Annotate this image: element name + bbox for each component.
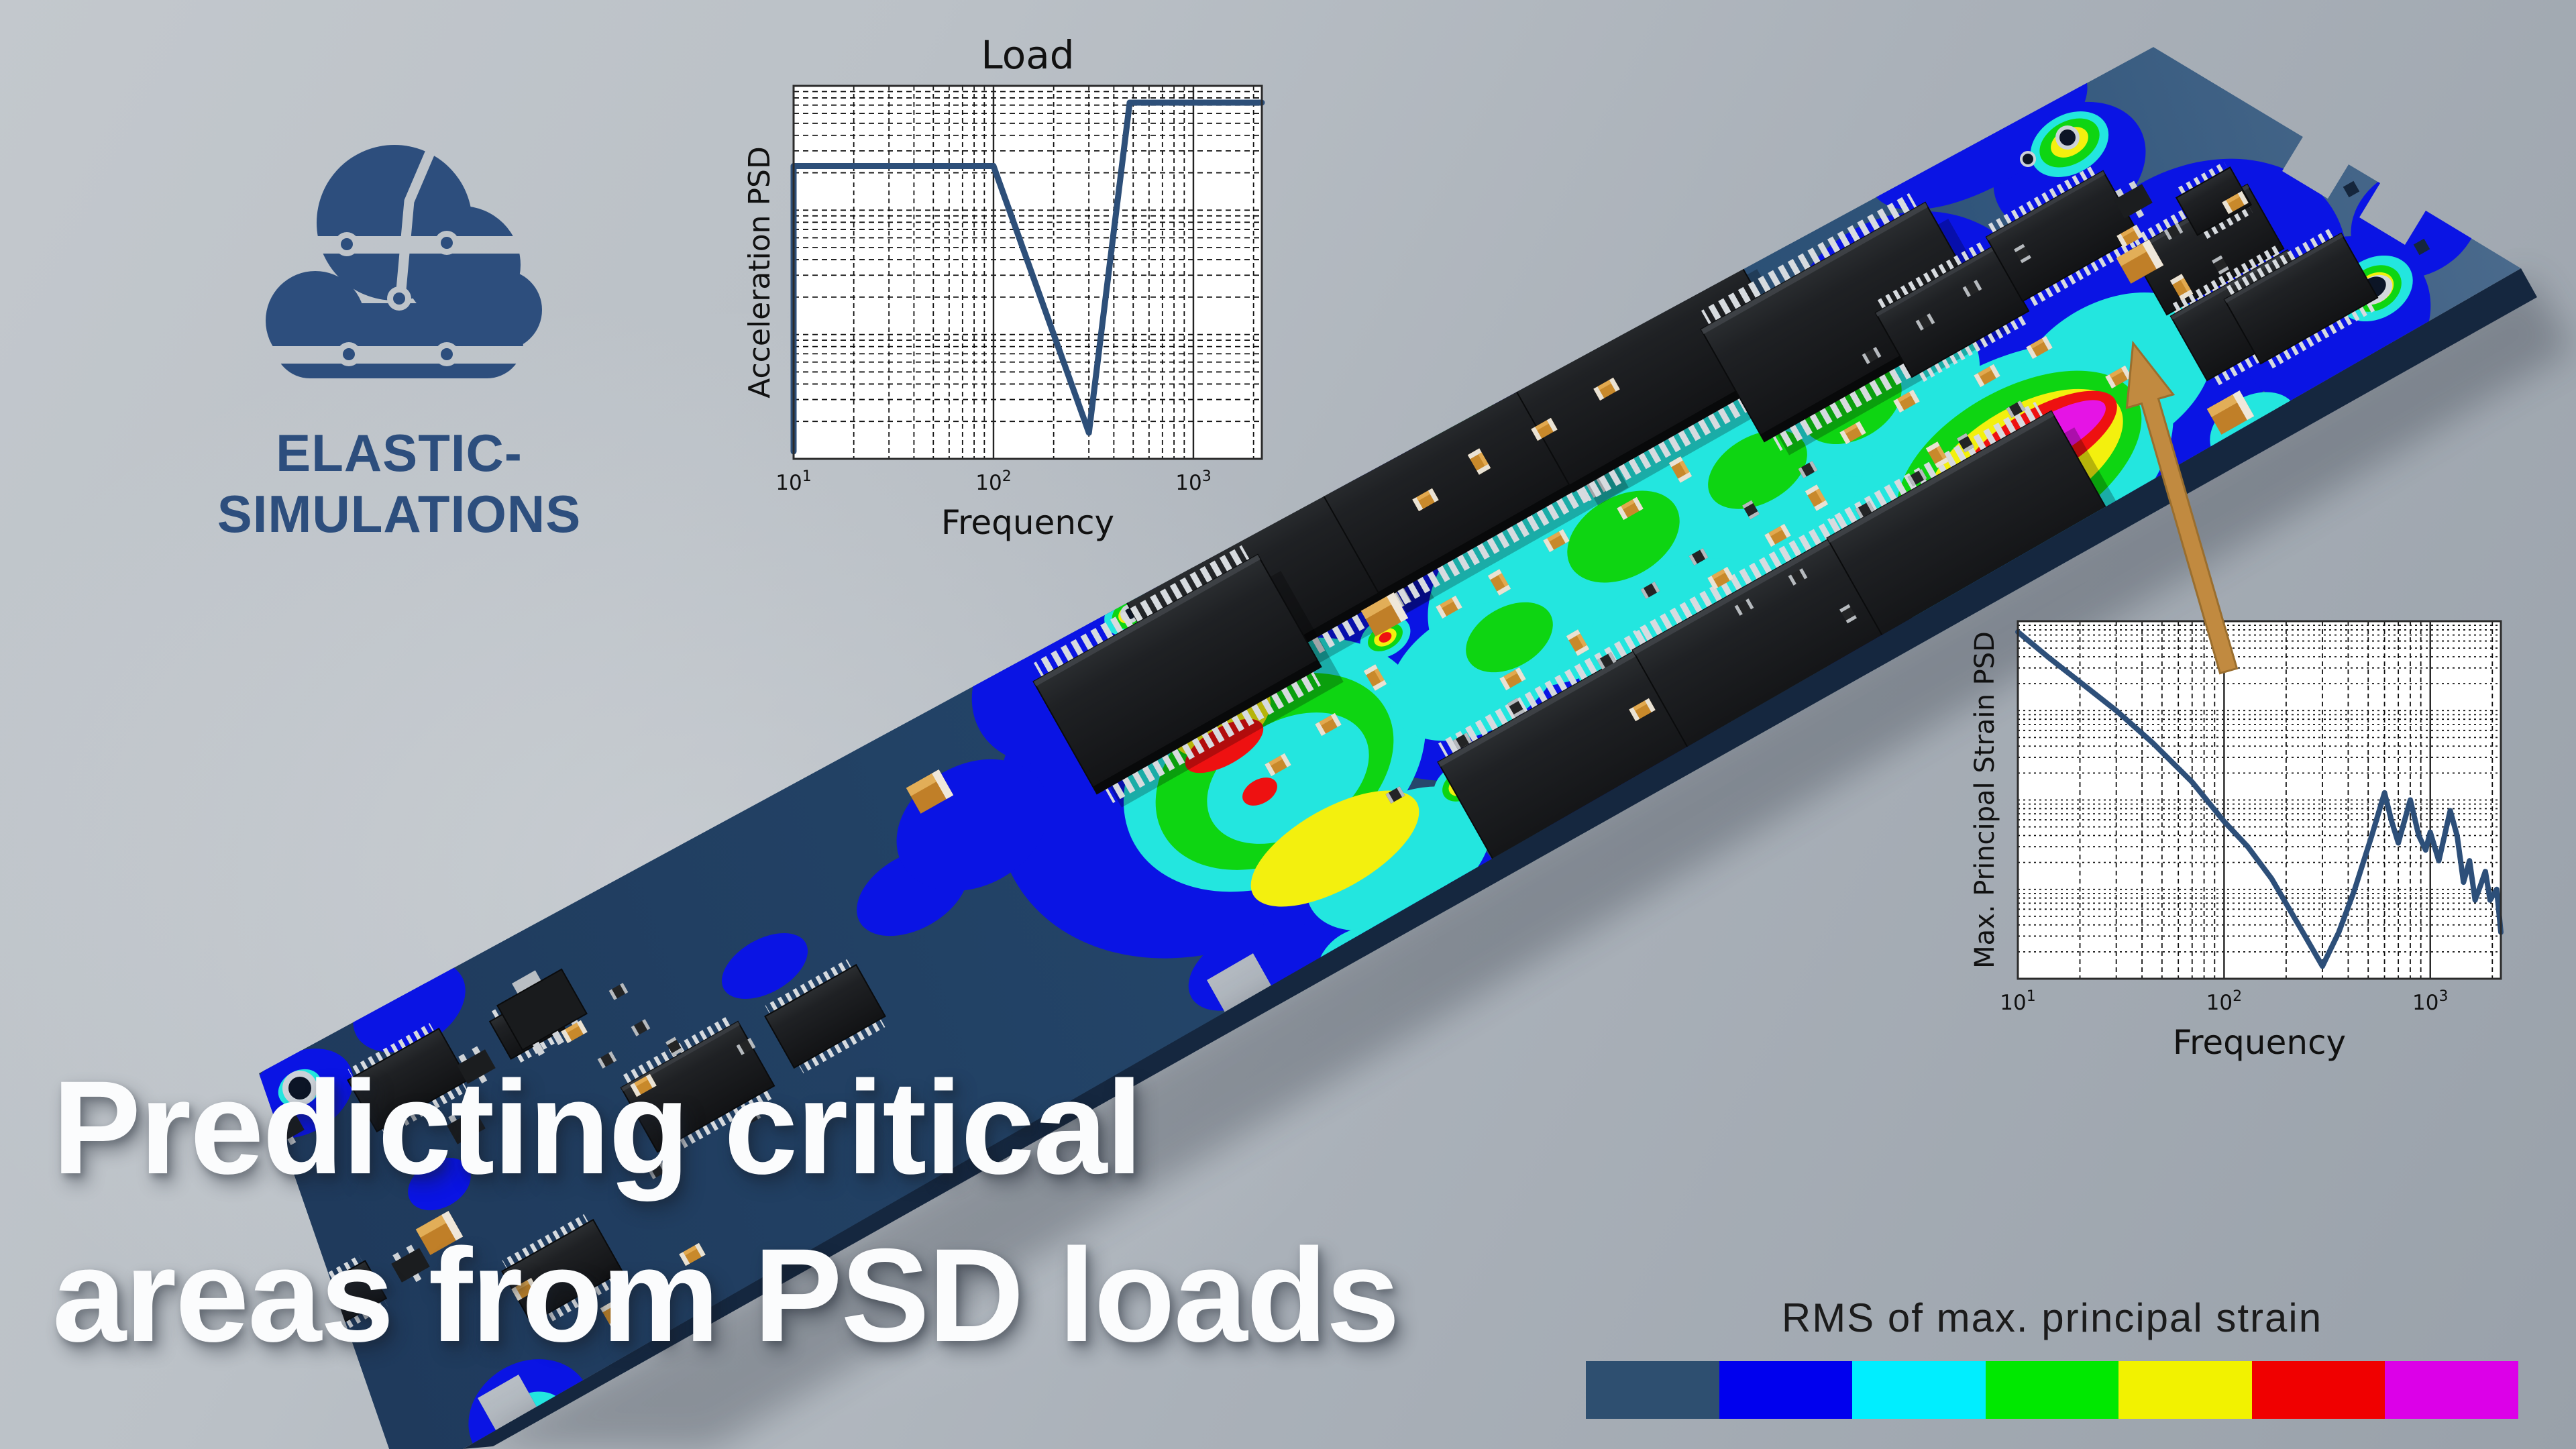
contour-blob [1250, 790, 1419, 907]
contour-blob [1466, 602, 1553, 673]
legend-swatch [2118, 1361, 2252, 1419]
x-tick-label: 101 [2000, 988, 2035, 1015]
plot-area [794, 86, 1262, 459]
contour-blob [1379, 632, 1392, 643]
plot-frame [792, 85, 1263, 460]
legend-swatch [1852, 1361, 1986, 1419]
legend-swatch [2385, 1361, 2519, 1419]
load-psd-chart: 101 102 103 Load Frequency Acceleration PSD [743, 32, 1265, 542]
company-logo [241, 134, 543, 396]
contour-blob [1708, 430, 1807, 509]
edge-pad [2379, 213, 2397, 230]
x-tick-label: 102 [975, 468, 1011, 495]
legend-swatch [1985, 1361, 2119, 1419]
x-tick-label: 103 [2412, 988, 2448, 1015]
plot-frame [2017, 620, 2502, 980]
strain-legend: RMS of max. principal strain [1586, 1295, 2519, 1419]
x-axis-label: Frequency [941, 503, 1114, 542]
board-side-face [463, 268, 2537, 1449]
legend-colorbar [1586, 1361, 2519, 1419]
legend-title: RMS of max. principal strain [1781, 1295, 2323, 1340]
contour-blob [408, 1157, 471, 1211]
contour-blob [1567, 490, 1680, 583]
x-tick-label: 101 [775, 468, 811, 495]
headline-line1: Predicting critical [52, 1053, 1143, 1201]
brand-name: ELASTIC-SIMULATIONS [217, 423, 582, 543]
y-axis-label: Max. Principal Strain PSD [1970, 631, 2000, 969]
mount-hole [2023, 154, 2033, 164]
contour-blob [168, 1391, 234, 1449]
pcb-board [168, 47, 2521, 1449]
mount-hole [288, 1077, 311, 1099]
contour-blob [1242, 777, 1277, 806]
edge-pad [2343, 180, 2360, 198]
contour-blob [721, 933, 808, 999]
mount-hole [2059, 129, 2076, 146]
headline-line2: areas from PSD loads [52, 1221, 1400, 1369]
y-axis-label: Acceleration PSD [743, 146, 777, 398]
data-line [2015, 629, 2504, 969]
legend-swatch [1719, 1361, 1853, 1419]
legend-swatch [2251, 1361, 2385, 1419]
edge-pad [2443, 193, 2461, 210]
x-axis-label: Frequency [2173, 1023, 2346, 1062]
legend-swatch [1586, 1361, 1719, 1419]
chart-title: Load [981, 32, 1074, 78]
capacitor [1378, 421, 1402, 448]
smd-part [1476, 375, 1496, 392]
x-tick-label: 103 [1175, 468, 1211, 495]
x-tick-label: 102 [2206, 988, 2242, 1015]
smd-part [1536, 333, 1556, 351]
strain-psd-chart: 101 102 103 Frequency Max. Principal Strain … [1970, 620, 2504, 1062]
callout-arrow [2125, 340, 2239, 675]
edge-pad [2413, 238, 2430, 256]
smd-part [1426, 413, 1446, 430]
cloud-circuit-icon [241, 134, 543, 396]
